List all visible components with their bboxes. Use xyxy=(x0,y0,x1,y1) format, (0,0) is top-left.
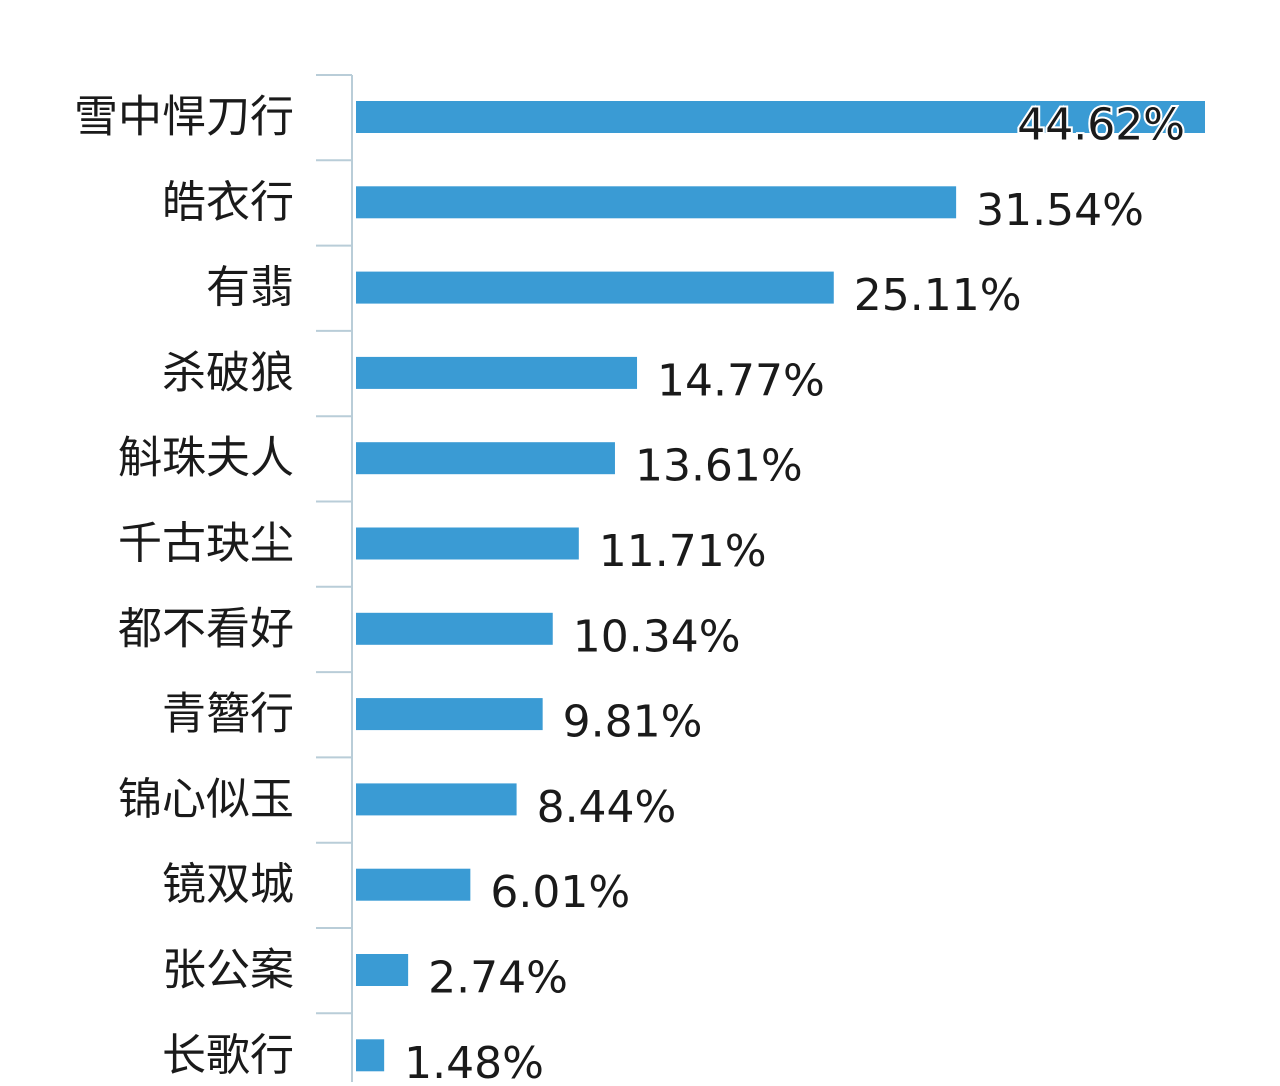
category-label: 皓衣行 xyxy=(162,177,294,228)
data-label: 11.71% xyxy=(599,526,767,577)
bar xyxy=(356,783,517,816)
bar xyxy=(356,954,409,986)
data-label: 6.01% xyxy=(490,867,630,918)
bar xyxy=(356,527,579,560)
category-label: 青簪行 xyxy=(162,689,294,740)
category-label: 雪中悍刀行 xyxy=(74,92,294,143)
category-label: 长歌行 xyxy=(162,1030,294,1081)
bar xyxy=(356,356,638,389)
data-label: 31.54% xyxy=(976,185,1144,236)
category-label: 斛珠夫人 xyxy=(118,433,294,484)
bar xyxy=(356,442,615,475)
data-label: 9.81% xyxy=(563,697,703,748)
bar xyxy=(356,1039,385,1072)
data-label: 10.34% xyxy=(573,611,741,662)
bar xyxy=(356,186,957,219)
category-label: 千古玦尘 xyxy=(118,518,294,569)
data-label: 2.74% xyxy=(428,953,568,1004)
category-label: 杀破狼 xyxy=(162,347,294,398)
data-label: 13.61% xyxy=(635,441,803,492)
data-label: 44.62% xyxy=(1017,100,1185,151)
data-label: 8.44% xyxy=(537,782,677,833)
bar xyxy=(356,698,543,731)
category-label: 有翡 xyxy=(206,262,294,313)
data-label: 14.77% xyxy=(657,355,825,406)
category-label: 都不看好 xyxy=(118,603,294,654)
data-label: 25.11% xyxy=(854,270,1022,321)
data-label: 1.48% xyxy=(404,1038,544,1082)
category-label: 张公案 xyxy=(162,945,294,996)
bar xyxy=(356,101,1205,133)
bar xyxy=(356,868,471,901)
category-label: 镜双城 xyxy=(162,859,294,910)
category-label: 锦心似玉 xyxy=(118,774,294,825)
bar xyxy=(356,612,553,645)
bar xyxy=(356,271,834,304)
